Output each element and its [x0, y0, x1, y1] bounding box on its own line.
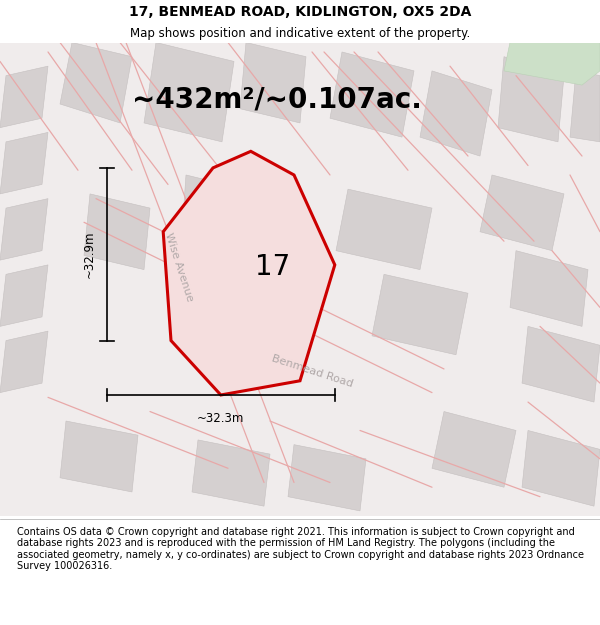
Polygon shape: [0, 66, 48, 128]
Polygon shape: [180, 175, 264, 279]
Text: Benmead Road: Benmead Road: [270, 354, 354, 389]
Polygon shape: [144, 42, 234, 142]
Polygon shape: [522, 431, 600, 506]
Polygon shape: [84, 194, 150, 269]
Polygon shape: [570, 71, 600, 142]
Polygon shape: [522, 326, 600, 402]
Polygon shape: [192, 440, 270, 506]
Polygon shape: [504, 42, 600, 85]
Polygon shape: [163, 151, 335, 395]
Text: Map shows position and indicative extent of the property.: Map shows position and indicative extent…: [130, 27, 470, 39]
Polygon shape: [60, 42, 132, 123]
Text: 17, BENMEAD ROAD, KIDLINGTON, OX5 2DA: 17, BENMEAD ROAD, KIDLINGTON, OX5 2DA: [129, 5, 471, 19]
Polygon shape: [0, 265, 48, 326]
Text: ~32.3m: ~32.3m: [197, 411, 244, 424]
Polygon shape: [330, 52, 414, 137]
Text: Contains OS data © Crown copyright and database right 2021. This information is : Contains OS data © Crown copyright and d…: [17, 526, 584, 571]
Polygon shape: [60, 421, 138, 492]
Text: ~432m²/~0.107ac.: ~432m²/~0.107ac.: [132, 85, 422, 113]
Polygon shape: [0, 132, 48, 194]
Polygon shape: [372, 274, 468, 355]
Polygon shape: [498, 57, 564, 142]
Polygon shape: [432, 411, 516, 488]
Polygon shape: [510, 251, 588, 326]
Text: 17: 17: [256, 253, 290, 281]
Text: Wise Avenue: Wise Avenue: [163, 232, 194, 303]
Polygon shape: [480, 175, 564, 251]
Polygon shape: [336, 189, 432, 269]
Polygon shape: [288, 444, 366, 511]
Polygon shape: [240, 42, 306, 123]
Text: ~32.9m: ~32.9m: [83, 231, 96, 278]
Polygon shape: [0, 331, 48, 392]
Polygon shape: [420, 71, 492, 156]
Polygon shape: [0, 199, 48, 260]
